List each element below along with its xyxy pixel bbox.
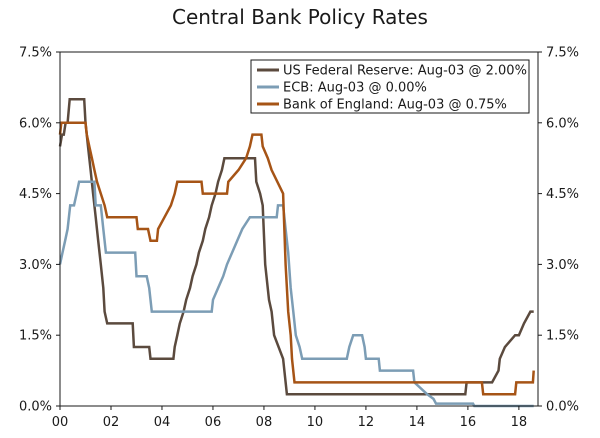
series-layer (58, 97, 535, 408)
y-tick-label-left-0: 0.0% (19, 400, 52, 415)
x-axis: 00 02 04 06 08 10 12 14 16 18 (52, 406, 527, 430)
y-tick-label-right-3: 4.5% (546, 187, 579, 202)
x-tick-label-3: 06 (205, 415, 222, 430)
x-tick-label-7: 14 (409, 415, 426, 430)
legend-box (250, 59, 530, 114)
y-tick-label-left-1: 1.5% (19, 329, 52, 344)
x-tick-label-6: 12 (358, 415, 375, 430)
series-line-0 (58, 97, 534, 396)
y-tick-label-right-2: 3.0% (546, 258, 579, 273)
series-line-1 (58, 180, 534, 408)
y-tick-label-left-4: 6.0% (19, 116, 52, 131)
x-tick-label-8: 16 (460, 415, 477, 430)
x-tick-label-4: 08 (256, 415, 273, 430)
y-tick-label-right-1: 1.5% (546, 329, 579, 344)
y-tick-label-right-5: 7.5% (546, 46, 579, 61)
legend-label-0: US Federal Reserve: Aug-03 @ 2.00% (283, 64, 527, 79)
y-tick-label-left-3: 4.5% (19, 187, 52, 202)
x-tick-label-5: 10 (307, 415, 324, 430)
y-tick-label-left-5: 7.5% (19, 46, 52, 61)
chart-title: Central Bank Policy Rates (172, 5, 428, 29)
legend-label-1: ECB: Aug-03 @ 0.00% (283, 81, 427, 96)
right-y-axis: 0.0% 1.5% 3.0% 4.5% 6.0% 7.5% (538, 46, 579, 415)
x-tick-label-1: 02 (103, 415, 120, 430)
legend-label-2: Bank of England: Aug-03 @ 0.75% (283, 98, 507, 113)
x-tick-label-9: 18 (511, 415, 528, 430)
legend: US Federal Reserve: Aug-03 @ 2.00% ECB: A… (250, 59, 530, 114)
x-tick-label-0: 00 (52, 415, 69, 430)
y-tick-label-right-4: 6.0% (546, 116, 579, 131)
left-y-axis: 0.0% 1.5% 3.0% 4.5% 6.0% 7.5% (19, 46, 60, 415)
y-tick-label-left-2: 3.0% (19, 258, 52, 273)
y-tick-label-right-0: 0.0% (546, 400, 579, 415)
series-line-2 (58, 121, 535, 396)
plot-frame (59, 51, 539, 407)
x-tick-label-2: 04 (154, 415, 171, 430)
